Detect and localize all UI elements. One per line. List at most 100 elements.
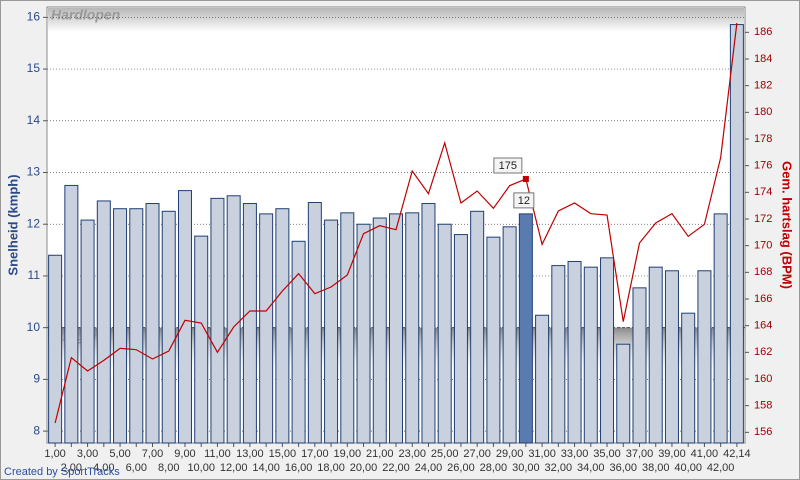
bar <box>567 260 582 444</box>
value-label: 12 <box>518 195 530 207</box>
y-tick-label: 12 <box>27 216 41 230</box>
y-tick-label: 16 <box>27 10 41 24</box>
y2-tick-label: 172 <box>754 213 772 225</box>
x-tick-label: 42,00 <box>707 462 735 474</box>
x-tick-label: 2,00 <box>61 462 82 474</box>
x-tick-label: 29,00 <box>496 448 524 460</box>
y2-tick-label: 166 <box>754 293 772 305</box>
y2-tick-label: 174 <box>754 186 772 198</box>
bar <box>405 212 420 444</box>
x-tick-label: 19,00 <box>334 448 362 460</box>
x-tick-label: 26,00 <box>447 462 475 474</box>
x-tick-label: 17,00 <box>301 448 329 460</box>
y2-tick-label: 184 <box>754 53 772 65</box>
value-label-box <box>513 192 535 209</box>
y-tick-label: 11 <box>28 268 41 282</box>
y-tick-label: 9 <box>33 372 40 386</box>
bar <box>96 200 111 444</box>
y2-tick-label: 156 <box>754 426 772 438</box>
y2-tick-label: 182 <box>754 80 772 92</box>
bar <box>632 287 647 444</box>
x-tick-label: 4,00 <box>93 462 114 474</box>
y2-tick-label: 160 <box>754 373 772 385</box>
bar <box>307 202 322 444</box>
x-tick-label: 12,00 <box>220 462 248 474</box>
bar <box>226 195 241 444</box>
bar <box>80 219 95 444</box>
bar <box>48 254 63 444</box>
bar <box>161 210 176 444</box>
y2-tick-label: 178 <box>754 133 772 145</box>
y2-tick-label: 176 <box>754 160 772 172</box>
bar <box>502 226 517 444</box>
x-tick-label: 32,00 <box>545 462 573 474</box>
bar <box>113 208 128 444</box>
x-tick-label: 5,00 <box>109 448 130 460</box>
y2-tick-label: 158 <box>754 400 772 412</box>
x-tick-label: 8,00 <box>158 462 179 474</box>
y-tick-label: 14 <box>27 113 41 127</box>
bar <box>470 210 485 444</box>
x-tick-label: 21,00 <box>366 448 394 460</box>
bar <box>486 236 501 444</box>
x-tick-label: 9,00 <box>174 448 195 460</box>
bar <box>291 240 306 444</box>
bar <box>324 219 339 444</box>
bar <box>697 270 712 444</box>
bar <box>275 208 290 444</box>
bar <box>64 184 79 444</box>
x-tick-label: 28,00 <box>480 462 508 474</box>
y2-axis-title: Gem. hartslag (BPM) <box>780 161 795 289</box>
x-tick-label: 15,00 <box>269 448 297 460</box>
bar <box>259 213 274 444</box>
value-label: 175 <box>499 160 517 172</box>
y-tick-label: 10 <box>27 320 41 334</box>
point <box>522 176 529 182</box>
y2-tick-label: 168 <box>754 266 772 278</box>
x-tick-label: 7,00 <box>142 448 163 460</box>
y2-tick-label: 180 <box>754 106 772 118</box>
bar <box>648 266 663 444</box>
x-tick-label: 36,00 <box>609 462 637 474</box>
bar <box>681 312 696 444</box>
x-tick-label: 31,00 <box>528 448 556 460</box>
x-tick-label: 20,00 <box>350 462 378 474</box>
bar <box>583 266 598 444</box>
bar <box>713 213 728 444</box>
x-tick-label: 27,00 <box>463 448 491 460</box>
y-tick-label: 8 <box>33 423 40 437</box>
y2-tick-label: 170 <box>754 240 772 252</box>
bar <box>453 234 468 444</box>
x-tick-label: 11,00 <box>204 448 231 460</box>
zone-label: Hardlopen <box>51 7 120 23</box>
zone-band <box>48 8 744 32</box>
bar <box>194 235 209 444</box>
bar <box>437 223 452 444</box>
y2-tick-label: 164 <box>754 320 772 332</box>
x-tick-label: 22,00 <box>382 462 410 474</box>
y2-tick-label: 186 <box>754 26 772 38</box>
bar <box>389 213 403 444</box>
bar <box>551 265 566 444</box>
x-tick-label: 42,14 <box>723 448 751 460</box>
x-tick-label: 41,00 <box>691 448 719 460</box>
bar <box>729 24 744 444</box>
bar <box>518 213 533 444</box>
y-axis-title: Snelheid (kmph) <box>5 174 20 275</box>
x-tick-label: 1,00 <box>44 448 65 460</box>
bar <box>129 208 144 444</box>
x-tick-label: 10,00 <box>187 462 215 474</box>
x-tick-label: 25,00 <box>431 448 459 460</box>
bar <box>664 270 679 444</box>
bar <box>372 217 387 444</box>
x-tick-label: 30,00 <box>512 462 540 474</box>
bar <box>421 203 436 444</box>
x-tick-label: 6,00 <box>126 462 147 474</box>
x-tick-label: 35,00 <box>593 448 621 460</box>
bar <box>145 203 160 444</box>
bar <box>600 257 615 444</box>
credit: Created by SportTracks <box>4 466 120 478</box>
bar <box>356 223 371 444</box>
